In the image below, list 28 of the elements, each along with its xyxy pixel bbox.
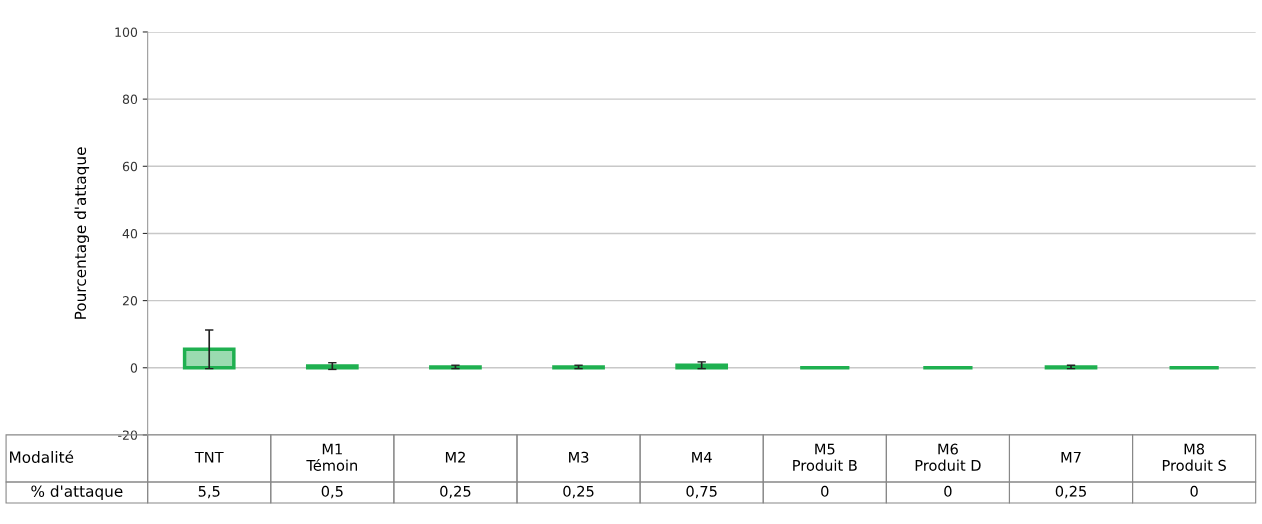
data-label: 0 [821, 485, 829, 497]
x-tick-label: M3 [569, 451, 589, 463]
data-label: 0 [1190, 485, 1198, 497]
x-tick-label: M6 Produit D [915, 443, 981, 471]
x-tick-label: M2 [445, 451, 465, 463]
x-tick-label: M4 [692, 451, 712, 463]
x-tick-label: M5 Produit B [793, 443, 857, 471]
data-label: 0,25 [440, 485, 471, 499]
x-tick-label: TNT [194, 451, 224, 463]
x-tick-label: M7 [1061, 451, 1081, 463]
y-tick-label: 100 [115, 27, 138, 37]
x-tick-label: M1 Témoin [306, 443, 357, 471]
x-tick-label: M8 Produit S [1162, 443, 1226, 471]
data-label: 0,25 [1055, 485, 1086, 499]
y-tick-label: 60 [122, 161, 138, 172]
y-tick-label: 40 [122, 228, 138, 239]
y-axis-title: Pourcentage d'attaque [74, 147, 90, 319]
data-label: 0,75 [686, 485, 717, 499]
data-label: 0,5 [321, 485, 343, 499]
data-label: 5,5 [198, 485, 220, 499]
y-tick-label: 0 [130, 363, 138, 373]
data-label: 0,25 [563, 485, 594, 499]
x-axis-title: Modalité [10, 450, 74, 463]
data-label: 0 [944, 485, 952, 497]
y-tick-label: 20 [122, 296, 138, 306]
y-tick-label: 80 [122, 94, 138, 105]
y-tick-label: -20 [118, 430, 138, 440]
text: % d'attaque [31, 485, 123, 500]
